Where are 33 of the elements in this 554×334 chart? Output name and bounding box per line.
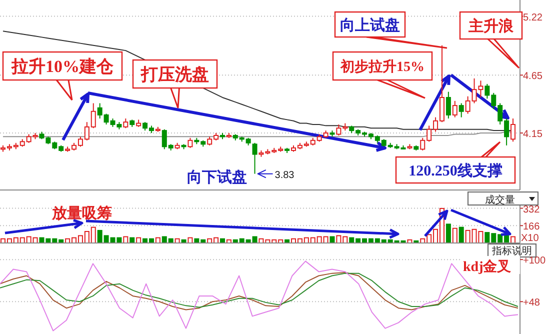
annotation: 120.250线支撑 (408, 162, 502, 180)
callout: 120.250线支撑 (395, 141, 516, 184)
bar (330, 236, 335, 244)
y-tick-label: 332 (523, 204, 540, 216)
y-tick-label: +48 (523, 298, 540, 309)
annotation: 初步拉升15% (340, 58, 424, 76)
bar (458, 226, 464, 244)
y-tick-label: 4.65 (523, 71, 543, 82)
y-tick-label: 166 (523, 222, 540, 233)
control-dropdown: 成交量 (468, 192, 538, 206)
y-tick-label: 4.15 (523, 128, 543, 140)
annotation: 打压洗盘 (140, 65, 209, 84)
bar (446, 224, 451, 244)
annotation: 拉升10%建仓 (10, 57, 114, 76)
annotation: kdj金叉 (463, 259, 512, 275)
callout: 拉升10%建仓 (2, 51, 123, 101)
annotation: 成交量 (485, 194, 515, 206)
annotation: 放量吸筹 (51, 205, 112, 222)
annotation: 主升浪 (468, 16, 514, 35)
callout: 初步拉升15% (332, 51, 433, 99)
y-tick-label: 5.22 (523, 12, 543, 24)
callout: 打压洗盘 (132, 59, 218, 109)
bar (123, 236, 128, 244)
bar (452, 228, 458, 244)
annotation: 向下试盘 (187, 169, 247, 186)
y-axis-title: X10 (521, 233, 540, 244)
annotation: 向上试盘 (340, 16, 400, 34)
callout: 向上试盘 (334, 11, 448, 49)
annotation: 3.83 (274, 170, 295, 181)
callout: 主升浪 (459, 11, 523, 69)
line-series (0, 260, 518, 332)
bar (510, 236, 516, 244)
y-tick-label: +100 (523, 256, 546, 267)
